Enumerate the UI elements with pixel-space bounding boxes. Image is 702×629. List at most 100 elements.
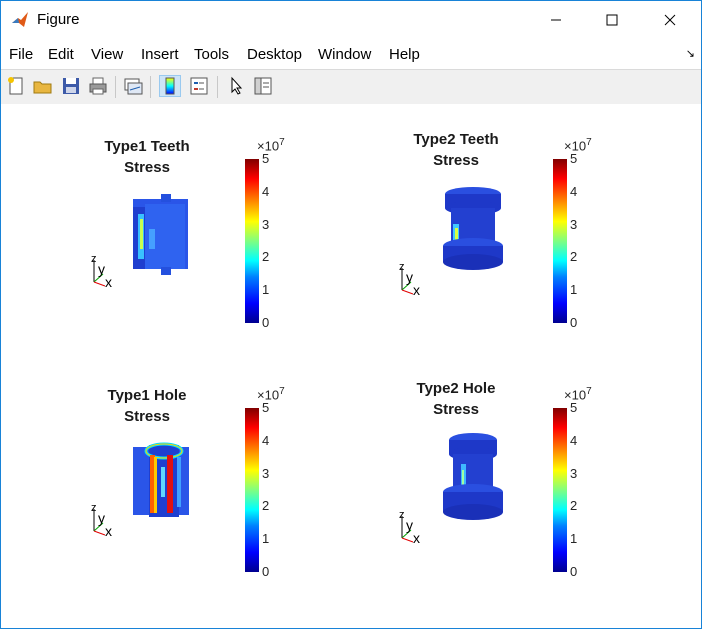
colorbar-tick: 2 — [570, 498, 578, 513]
colorbar-exponent: ×107 — [257, 386, 285, 403]
plot-title-line: Type1 Teeth — [104, 138, 190, 155]
plot-title-line: Stress — [433, 152, 479, 169]
axis-label-z: z — [91, 254, 97, 265]
colorbar — [553, 408, 567, 572]
minimize-icon — [551, 19, 561, 21]
menu-view[interactable]: View — [91, 46, 124, 63]
open-property-inspector-icon — [254, 77, 272, 95]
colorbar-exponent: ×107 — [564, 386, 592, 403]
axis-label-z: z — [399, 510, 405, 521]
colorbar-tick: 4 — [570, 184, 578, 199]
colorbar-tick: 0 — [570, 564, 578, 579]
colorbar-tick: 3 — [262, 217, 270, 232]
colorbar-tick: 3 — [570, 217, 578, 232]
colorbar-tick: 3 — [262, 466, 270, 481]
toolbar-separator — [150, 76, 151, 98]
close-icon — [664, 14, 676, 26]
colorbar-tick: 4 — [262, 433, 270, 448]
colorbar-tick: 3 — [570, 466, 578, 481]
toolbar — [1, 69, 701, 105]
colorbar-tick: 4 — [262, 184, 270, 199]
axis-label-z: z — [399, 262, 405, 273]
colorbar-tick: 2 — [570, 249, 578, 264]
colorbar-tick: 5 — [570, 151, 578, 166]
link-plot-button[interactable] — [122, 75, 144, 97]
menu-file[interactable]: File — [9, 46, 34, 63]
menu-edit[interactable]: Edit — [48, 46, 74, 63]
axis-label-x: x — [105, 523, 112, 537]
stress-surface-plot[interactable] — [121, 437, 201, 525]
stress-surface-plot[interactable] — [433, 430, 513, 526]
colorbar-tick: 0 — [262, 564, 270, 579]
plot-title-line: Stress — [124, 408, 170, 425]
axis-triad: z y x — [399, 510, 420, 544]
menu-help[interactable]: Help — [389, 46, 420, 63]
dock-figure-icon[interactable]: ↘ — [685, 48, 695, 60]
stress-surface-plot[interactable] — [121, 189, 201, 279]
stress-surface-plot[interactable] — [433, 182, 513, 276]
colorbar-tick: 0 — [570, 315, 578, 330]
axis-label-x: x — [413, 530, 420, 544]
colorbar — [245, 408, 259, 572]
colorbar-tick: 2 — [262, 249, 270, 264]
toolbar-separator — [115, 76, 116, 98]
print-button[interactable] — [87, 75, 109, 97]
colorbar-tick: 1 — [262, 531, 270, 546]
minimize-button[interactable] — [533, 1, 579, 39]
axis-triad: z y x — [91, 254, 112, 288]
menu-insert[interactable]: Insert — [141, 46, 179, 63]
axis-triad: z y x — [399, 262, 420, 296]
colorbar-tick: 0 — [262, 315, 270, 330]
window-title: Figure — [37, 11, 80, 28]
maximize-button[interactable] — [589, 1, 635, 39]
close-button[interactable] — [647, 1, 693, 39]
new-figure-icon — [8, 77, 23, 95]
colorbar-tick: 4 — [570, 433, 578, 448]
colorbar-tick: 1 — [570, 531, 578, 546]
matlab-logo-icon — [12, 12, 28, 27]
menu-window[interactable]: Window — [318, 46, 372, 63]
plot-title: Type1 Hole Stress — [67, 385, 227, 427]
axis-label-z: z — [91, 503, 97, 514]
toolbar-separator — [217, 76, 218, 98]
plot-title: Type2 Hole Stress — [376, 378, 536, 420]
open-file-button[interactable] — [32, 75, 54, 97]
title-bar: Figure — [1, 1, 701, 39]
insert-colorbar-icon — [165, 77, 175, 95]
axis-triad: z y x — [91, 503, 112, 537]
colorbar-tick: 5 — [262, 151, 270, 166]
plot-title-line: Stress — [433, 401, 479, 418]
link-plot-icon — [124, 78, 143, 95]
plot-title-line: Type2 Teeth — [413, 131, 499, 148]
print-icon — [89, 77, 107, 95]
maximize-icon — [606, 14, 618, 26]
colorbar-tick: 1 — [570, 282, 578, 297]
save-icon — [63, 78, 79, 94]
colorbar — [245, 159, 259, 323]
edit-plot-icon — [231, 76, 243, 95]
menu-desktop[interactable]: Desktop — [247, 46, 303, 63]
plot-title: Type2 Teeth Stress — [376, 129, 536, 171]
insert-colorbar-button[interactable] — [159, 75, 181, 97]
menu-bar: File Edit View Insert Tools Desktop Wind… — [1, 39, 701, 69]
colorbar-exponent: ×107 — [257, 137, 285, 154]
menu-tools[interactable]: Tools — [194, 46, 230, 63]
edit-plot-button[interactable] — [225, 75, 247, 97]
new-figure-button[interactable] — [5, 75, 27, 97]
colorbar-exponent: ×107 — [564, 137, 592, 154]
axis-label-y: y — [406, 269, 413, 285]
property-inspector-button[interactable] — [252, 75, 274, 97]
colorbar-tick: 2 — [262, 498, 270, 513]
colorbar-tick: 5 — [262, 400, 270, 415]
save-button[interactable] — [60, 75, 82, 97]
open-file-icon — [33, 81, 52, 94]
plot-title-line: Type1 Hole — [107, 387, 187, 404]
insert-legend-icon — [190, 77, 208, 95]
figure-canvas: Type1 Teeth Stress ×107 5 4 3 2 1 0 z y … — [1, 104, 701, 628]
axis-label-y: y — [98, 510, 105, 526]
plot-title: Type1 Teeth Stress — [67, 136, 227, 178]
axis-label-x: x — [105, 274, 112, 288]
axis-label-y: y — [98, 261, 105, 277]
insert-legend-button[interactable] — [188, 75, 210, 97]
